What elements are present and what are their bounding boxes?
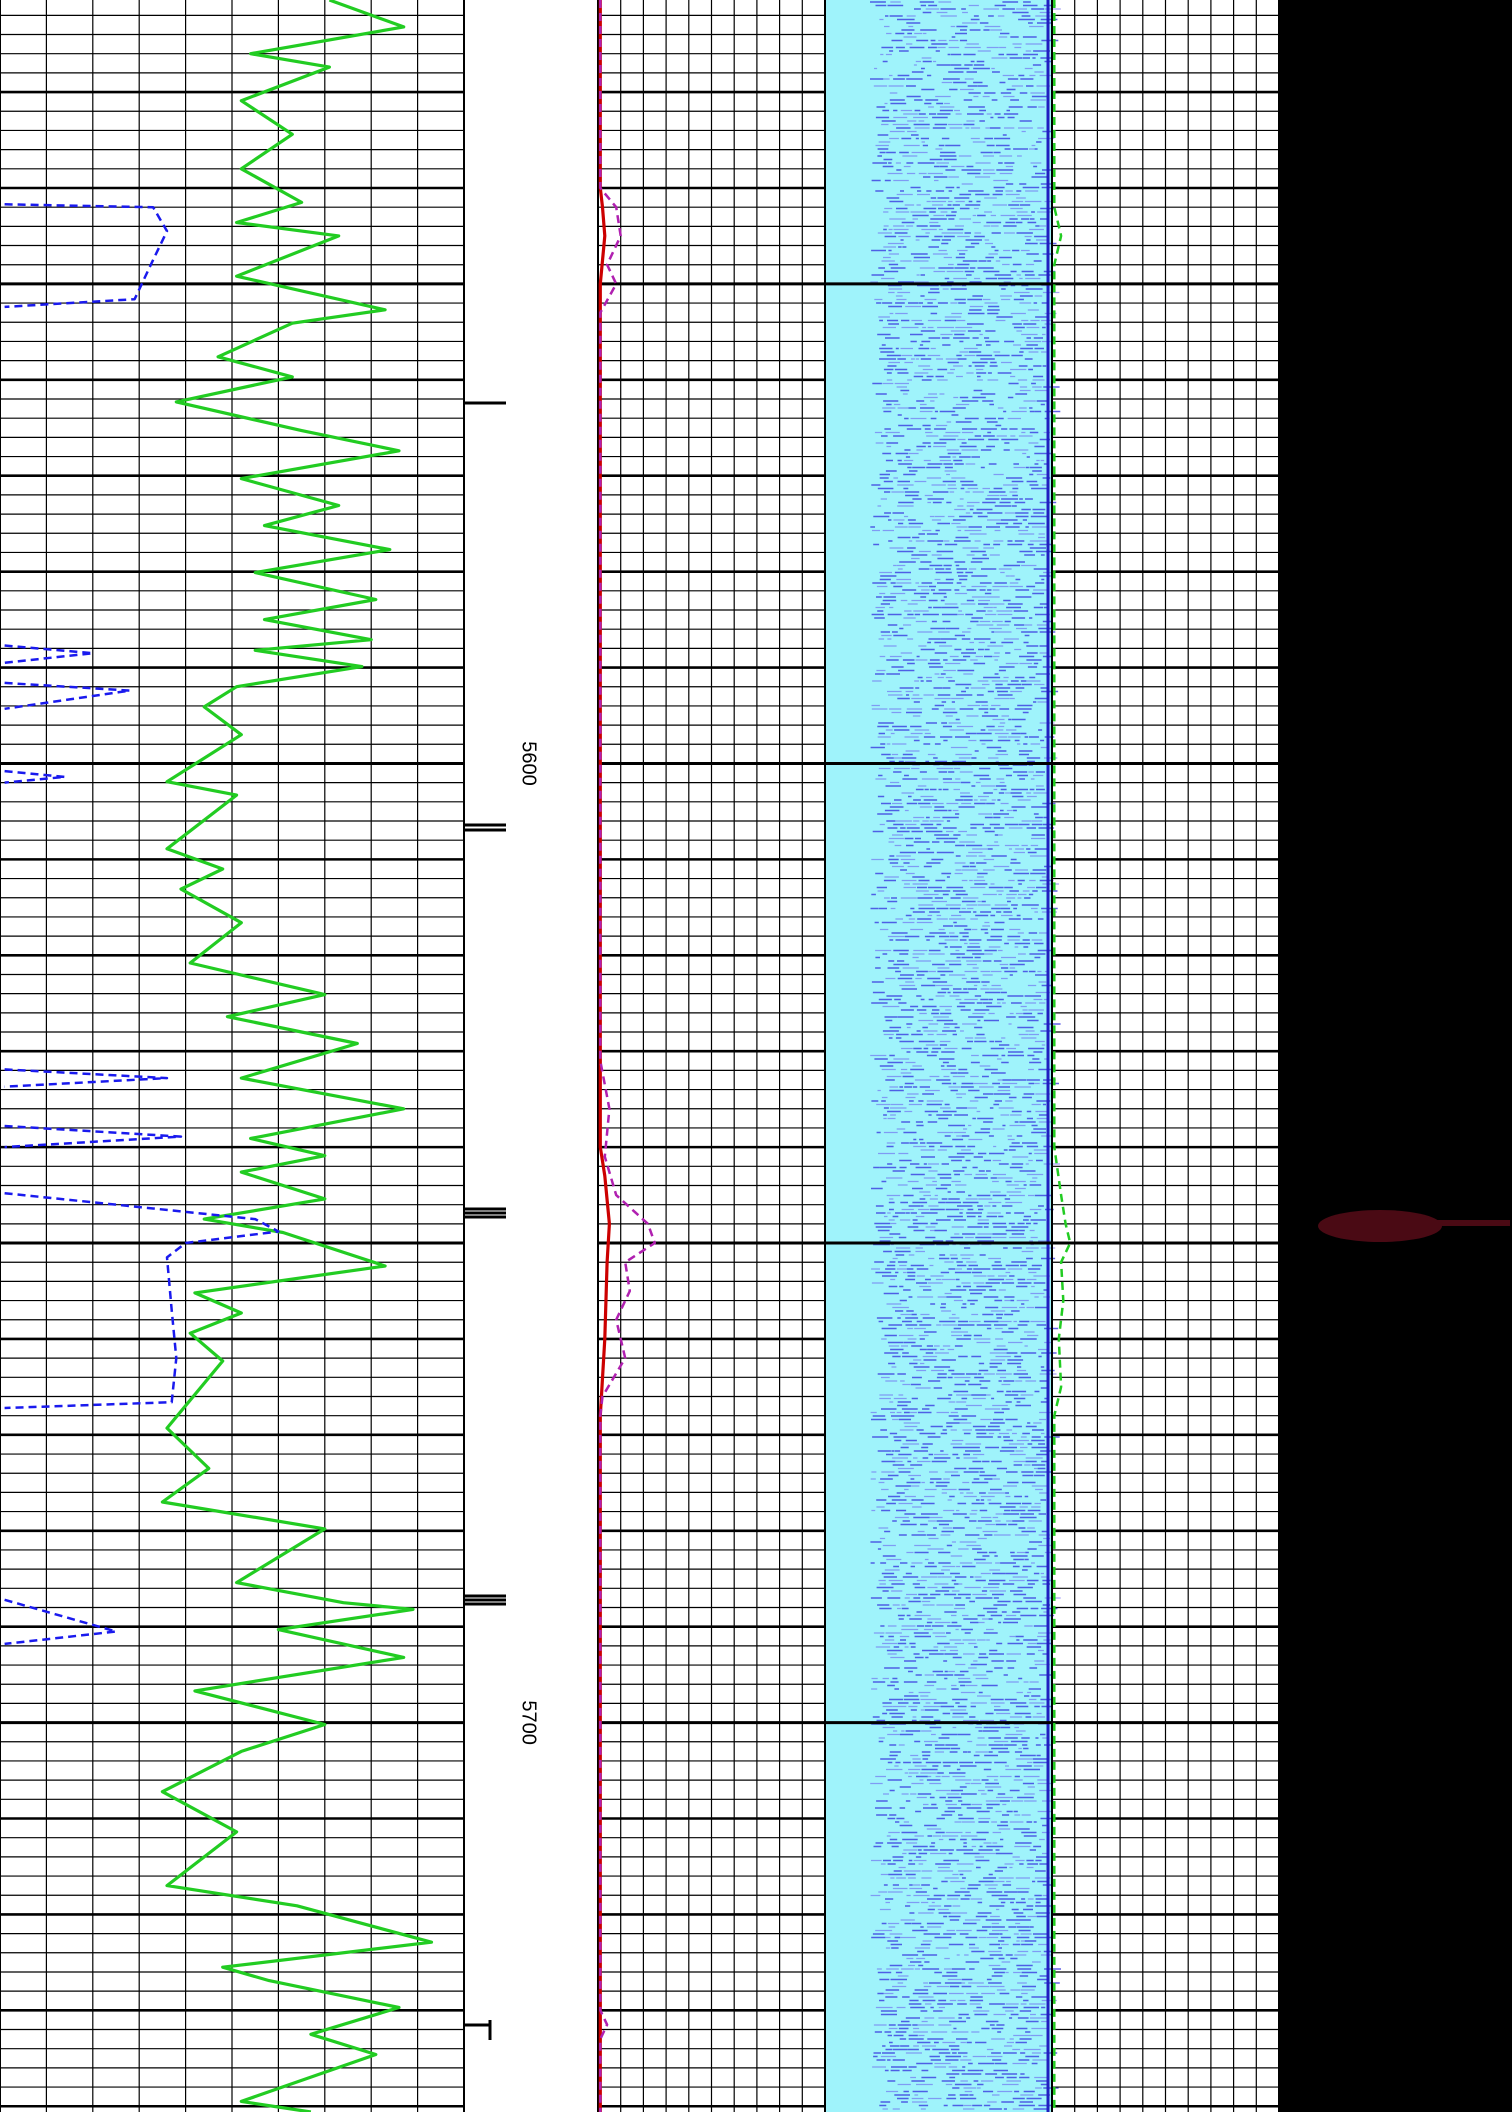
waveform-stripes [870,1,1061,2110]
image-feature [1380,1220,1510,1226]
image-track [1279,0,1512,2112]
waveform-stripes [870,1,1061,2110]
depth-label: 5600 [518,741,540,786]
log-curve [1053,0,1072,2112]
log-curve [4,203,280,1646]
waveform [870,0,1061,2112]
depth-label: 5700 [518,1700,540,1745]
log-curve [599,0,657,2112]
depth-markers [464,401,506,2040]
grid [0,0,1280,2112]
log-curve [160,0,434,2112]
log-curve [598,0,611,2112]
